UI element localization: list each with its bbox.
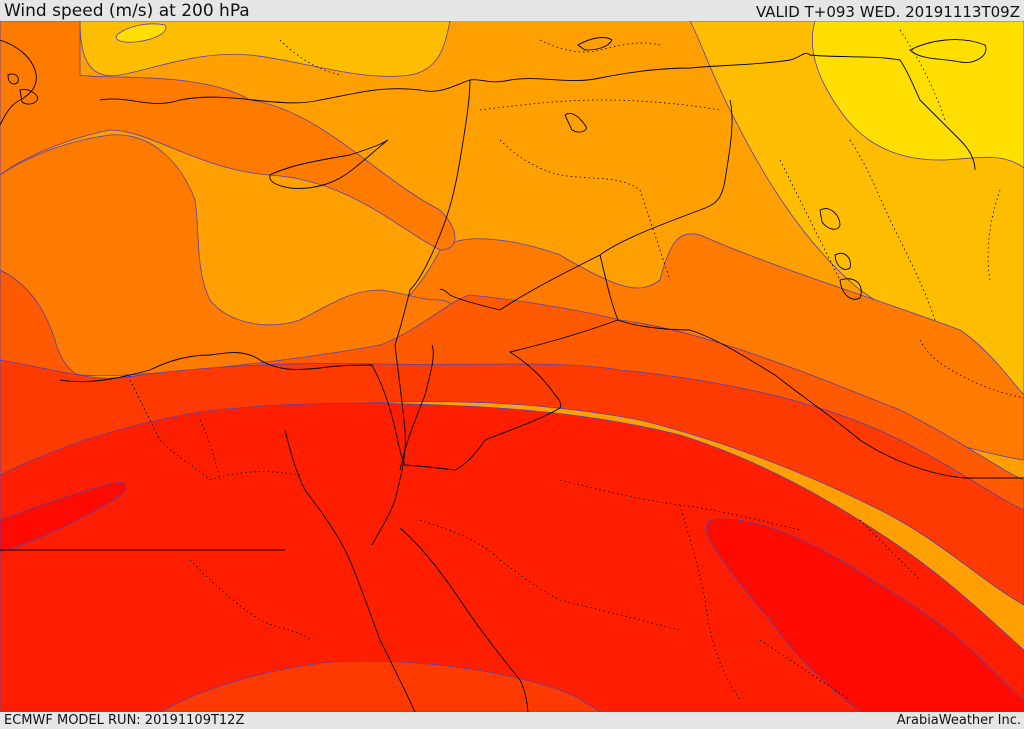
model-run: ECMWF MODEL RUN: 20191109T12Z [4, 713, 245, 728]
map-svg [0, 21, 1024, 712]
coastlines [0, 37, 987, 712]
credit-text: ArabiaWeather Inc. [896, 713, 1021, 728]
wind-speed-map[interactable] [0, 21, 1024, 712]
map-title: Wind speed (m/s) at 200 hPa [4, 1, 250, 21]
band-yellow-ne [811, 21, 1024, 169]
band-deep-red-west [0, 481, 127, 553]
map-header: Wind speed (m/s) at 200 hPa VALID T+093 … [0, 0, 1024, 21]
band-red-orange-south [159, 660, 601, 712]
band-red [0, 402, 1024, 712]
map-footer: ECMWF MODEL RUN: 20191109T12Z ArabiaWeat… [0, 712, 1024, 729]
band-yellow-nw [115, 23, 167, 43]
band-light-orange-nw [79, 21, 451, 77]
valid-time: VALID T+093 WED. 20191113T09Z [755, 3, 1020, 21]
band-dark-orange-north [0, 21, 456, 251]
borders [0, 52, 1024, 551]
band-orange-red-med [0, 134, 471, 377]
internal-boundaries [129, 29, 1024, 701]
